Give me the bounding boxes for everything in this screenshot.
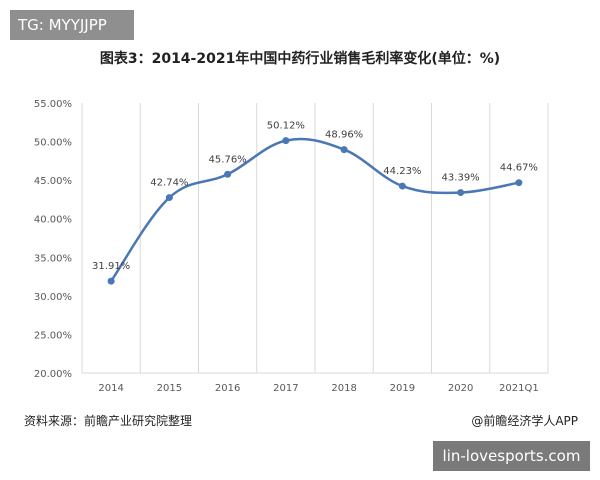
x-tick-label: 2016 bbox=[215, 383, 240, 394]
y-tick-label: 40.00% bbox=[34, 215, 72, 226]
data-point bbox=[165, 194, 173, 202]
axes: 20.00% 25.00% 30.00% 35.00% 40.00% 45.00% 50.0… bbox=[34, 99, 548, 394]
x-tick-label: 2018 bbox=[331, 383, 356, 394]
data-label: 50.12% bbox=[267, 121, 305, 132]
x-tick-label: 2021Q1 bbox=[499, 383, 539, 394]
data-point bbox=[224, 170, 232, 178]
watermark-tag: TG: MYYJJPP bbox=[10, 10, 134, 40]
data-point bbox=[107, 277, 115, 285]
chart-title: 图表3：2014-2021年中国中药行业销售毛利率变化(单位：%) bbox=[99, 51, 501, 67]
data-label: 31.91% bbox=[92, 261, 130, 272]
data-point bbox=[398, 182, 406, 190]
y-tick-label: 55.00% bbox=[34, 99, 72, 110]
data-point bbox=[457, 189, 465, 197]
data-labels: 31.91% 42.74% 45.76% 50.12% 48.96% 44.23% 43.3… bbox=[92, 121, 538, 272]
data-points bbox=[107, 137, 523, 285]
data-point bbox=[515, 179, 523, 187]
x-tick-label: 2014 bbox=[98, 383, 123, 394]
y-tick-label: 25.00% bbox=[34, 330, 72, 341]
y-tick-label: 30.00% bbox=[34, 292, 72, 303]
data-label: 42.74% bbox=[150, 178, 188, 189]
y-tick-label: 20.00% bbox=[34, 369, 72, 380]
x-tick-label: 2017 bbox=[273, 383, 298, 394]
grid-lines bbox=[81, 103, 549, 373]
x-tick-label: 2020 bbox=[448, 383, 473, 394]
data-point bbox=[340, 146, 348, 154]
y-tick-label: 45.00% bbox=[34, 176, 72, 187]
y-tick-label: 50.00% bbox=[34, 138, 72, 149]
source-note: 资料来源：前瞻产业研究院整理 bbox=[24, 414, 193, 428]
data-label: 45.76% bbox=[209, 154, 247, 165]
x-tick-label: 2019 bbox=[390, 383, 415, 394]
data-label: 44.67% bbox=[500, 163, 538, 174]
line-chart: 20.00% 25.00% 30.00% 35.00% 40.00% 45.00% 50.0… bbox=[34, 99, 549, 394]
data-label: 43.39% bbox=[442, 173, 480, 184]
y-tick-label: 35.00% bbox=[34, 253, 72, 264]
data-label: 44.23% bbox=[383, 166, 421, 177]
data-point bbox=[282, 137, 290, 145]
data-label: 48.96% bbox=[325, 130, 363, 141]
x-tick-label: 2015 bbox=[157, 383, 182, 394]
credit-note: @前瞻经济学人APP bbox=[471, 414, 578, 428]
footer-watermark: lin-lovesports.com bbox=[433, 441, 590, 471]
